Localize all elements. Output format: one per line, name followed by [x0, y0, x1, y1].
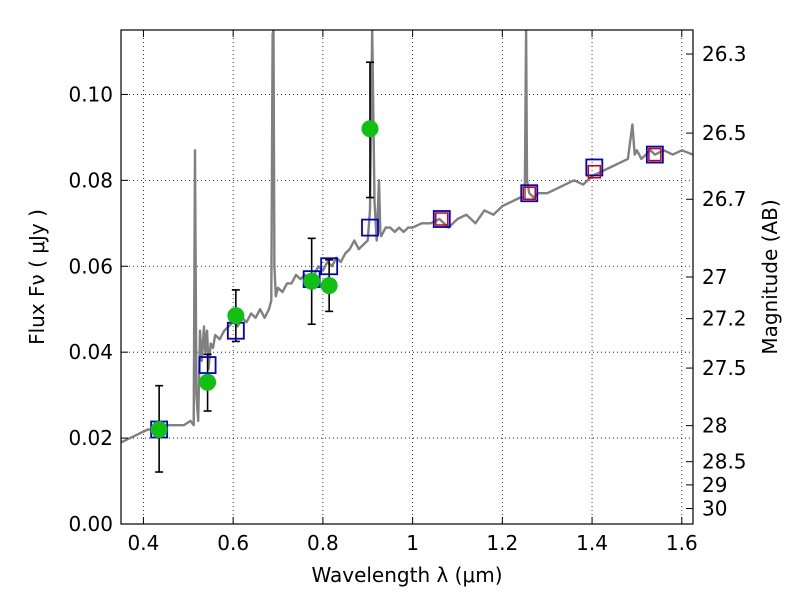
right-tick-label: 26.5 — [702, 121, 747, 145]
model-square-marker — [320, 257, 339, 276]
observed-point — [320, 277, 338, 295]
model-square-marker — [198, 356, 217, 374]
right-tick-label: 29 — [702, 473, 727, 497]
y-tick-label: 0.10 — [68, 82, 113, 106]
x-axis-label: Wavelength λ (μm) — [311, 563, 502, 587]
right-tick-label: 26.7 — [702, 187, 747, 211]
nir-square-marker — [435, 212, 449, 226]
model-square-marker — [645, 145, 664, 164]
x-tick-label: 0.6 — [217, 531, 249, 555]
observed-point — [227, 307, 245, 325]
right-tick-label: 28.5 — [702, 450, 747, 474]
right-tick-label: 28 — [702, 414, 727, 438]
observed-point — [150, 420, 168, 438]
right-tick-label: 27.2 — [702, 307, 747, 331]
y-axis-label: Flux Fν ( μJy ) — [25, 209, 49, 345]
nir-square-marker — [587, 165, 602, 179]
spectrum-line — [121, 30, 693, 444]
x-tick-label: 0.8 — [307, 531, 339, 555]
x-tick-label: 1.6 — [666, 531, 698, 555]
x-tick-label: 1 — [406, 531, 419, 555]
y-tick-label: 0.06 — [68, 254, 113, 278]
y-tick-label: 0.04 — [68, 340, 113, 364]
observed-point — [303, 272, 321, 290]
model-square-marker — [361, 218, 379, 237]
nir-square-marker — [522, 186, 537, 200]
y-tick-label: 0.00 — [68, 512, 113, 536]
x-axis-ticks: 0.4 0.6 0.8 1 1.2 1.4 1.6 — [128, 30, 698, 555]
spectrum-series — [121, 30, 693, 444]
right-tick-label: 27.5 — [702, 356, 747, 380]
y-tick-label: 0.02 — [68, 426, 113, 450]
model-square-marker — [432, 210, 451, 228]
nir-square-marker — [648, 147, 662, 162]
right-tick-label: 26.3 — [702, 42, 747, 66]
y-axis-ticks: 0.00 0.02 0.04 0.06 0.08 0.10 — [68, 82, 128, 536]
right-axis-label: Magnitude (AB) — [758, 199, 782, 354]
right-tick-label: 30 — [702, 497, 727, 521]
model-square-marker — [585, 158, 604, 177]
y-tick-label: 0.08 — [68, 168, 113, 192]
x-tick-label: 0.4 — [128, 531, 160, 555]
x-tick-label: 1.2 — [486, 531, 518, 555]
markers — [150, 120, 664, 439]
observed-point — [199, 373, 217, 391]
x-tick-label: 1.4 — [576, 531, 608, 555]
right-tick-label: 27 — [702, 265, 727, 289]
model-square-marker — [520, 184, 539, 203]
observed-point — [361, 120, 379, 138]
